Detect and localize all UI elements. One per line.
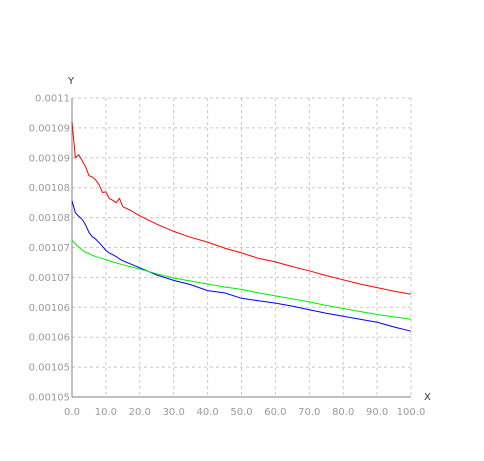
y-tick-label: 0.00109 — [29, 123, 70, 134]
axes — [71, 98, 411, 398]
x-tick-label: 40.0 — [196, 407, 218, 418]
y-tick-label: 0.00105 — [29, 363, 70, 374]
y-tick-label: 0.00109 — [29, 153, 70, 164]
y-tick-label: 0.00106 — [29, 303, 70, 314]
x-tick-label: 0.0 — [64, 407, 80, 418]
x-tick-label: 80.0 — [332, 407, 354, 418]
y-tick-label: 0.0011 — [35, 94, 70, 105]
x-tick-label: 10.0 — [95, 407, 117, 418]
x-axis-title: X — [424, 392, 431, 403]
grid-lines — [72, 97, 412, 398]
series-line-2 — [71, 200, 412, 332]
x-tick-label: 30.0 — [163, 407, 185, 418]
y-tick-label: 0.00107 — [29, 243, 70, 254]
y-tick-label: 0.00105 — [29, 393, 70, 404]
x-tick-label: 20.0 — [129, 407, 151, 418]
series-line-1 — [71, 121, 412, 295]
series-layer — [71, 121, 412, 332]
y-tick-label: 0.00107 — [29, 273, 70, 284]
series-line-3 — [71, 239, 412, 320]
y-axis-title: Y — [67, 76, 75, 87]
y-tick-label: 0.00106 — [29, 333, 70, 344]
x-tick-labels: 0.0 10.0 20.0 30.0 40.0 50.0 60.0 70.0 80.0 90.0 1… — [64, 407, 425, 418]
x-tick-label: 60.0 — [264, 407, 286, 418]
y-tick-labels: 0.00105 0.00105 0.00106 0.00106 0.00107 0.001… — [29, 94, 70, 404]
x-tick-label: 50.0 — [230, 407, 252, 418]
y-tick-label: 0.00108 — [29, 183, 70, 194]
x-tick-label: 70.0 — [298, 407, 320, 418]
y-tick-label: 0.00108 — [29, 213, 70, 224]
x-tick-label: 100.0 — [397, 407, 426, 418]
x-tick-label: 90.0 — [366, 407, 388, 418]
